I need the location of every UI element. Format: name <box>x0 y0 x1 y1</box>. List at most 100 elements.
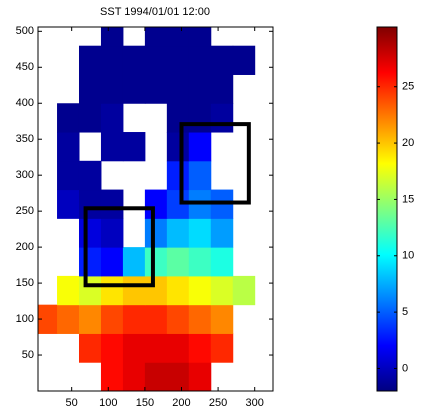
cell <box>166 74 190 104</box>
axes-frame <box>37 26 274 392</box>
cell <box>78 247 102 277</box>
cell <box>122 362 146 391</box>
cell <box>188 132 212 162</box>
cell <box>100 304 124 334</box>
cell <box>144 247 168 277</box>
chart-title: SST 1994/01/01 12:00 <box>100 6 210 18</box>
cell <box>122 74 146 104</box>
cell <box>188 160 212 191</box>
cell <box>144 333 168 363</box>
cell <box>100 333 124 363</box>
cell <box>188 103 212 133</box>
cell <box>144 189 168 219</box>
cell <box>144 74 168 104</box>
cell <box>100 218 124 248</box>
cell <box>38 304 58 334</box>
cell <box>78 218 102 248</box>
y-tick-label: 450 <box>16 61 34 73</box>
cell <box>144 27 168 47</box>
cell <box>100 247 124 277</box>
cell <box>100 74 124 104</box>
cell <box>166 247 190 277</box>
cell <box>57 160 80 191</box>
cell <box>78 333 102 363</box>
cell <box>100 189 124 219</box>
cell <box>166 304 190 334</box>
cell <box>188 247 212 277</box>
cell <box>166 132 190 162</box>
cell <box>210 247 234 277</box>
cell <box>166 362 190 391</box>
cell <box>188 362 212 391</box>
cell <box>210 74 234 104</box>
cell <box>166 103 190 133</box>
cell <box>122 304 146 334</box>
colorbar-tick-label: 0 <box>402 362 408 374</box>
region-box <box>83 206 155 288</box>
cell <box>78 189 102 219</box>
y-tick-label: 400 <box>16 97 34 109</box>
cell <box>188 218 212 248</box>
cell <box>78 74 102 104</box>
cell <box>100 275 124 306</box>
cell <box>166 45 190 75</box>
x-tick-label: 200 <box>172 397 190 409</box>
y-tick-label: 50 <box>22 349 34 361</box>
cell <box>210 275 234 306</box>
cell <box>188 275 212 306</box>
cell <box>122 247 146 277</box>
cell <box>166 333 190 363</box>
cell <box>210 304 234 334</box>
cell <box>144 45 168 75</box>
y-tick-label: 300 <box>16 169 34 181</box>
y-tick-label: 350 <box>16 133 34 145</box>
cell <box>210 333 234 363</box>
cell <box>78 103 102 133</box>
cell <box>100 362 124 391</box>
cell <box>144 362 168 391</box>
cell <box>100 103 124 133</box>
colorbar-tick-label: 20 <box>402 137 414 149</box>
region-box <box>179 122 251 205</box>
cell <box>122 132 146 162</box>
y-tick-label: 200 <box>16 241 34 253</box>
cell <box>144 275 168 306</box>
y-tick-label: 250 <box>16 205 34 217</box>
cell <box>188 27 212 47</box>
cell <box>122 45 146 75</box>
colorbar-tick-label: 25 <box>402 81 414 93</box>
cell <box>100 27 124 47</box>
cell <box>122 275 146 306</box>
cell <box>144 218 168 248</box>
cell <box>210 218 234 248</box>
cell <box>166 275 190 306</box>
x-tick-label: 250 <box>209 397 227 409</box>
cell <box>100 45 124 75</box>
y-tick-label: 500 <box>16 25 34 37</box>
cell <box>57 132 80 162</box>
cell <box>78 275 102 306</box>
y-tick-label: 150 <box>16 277 34 289</box>
cell <box>57 304 80 334</box>
cell <box>232 45 256 75</box>
cell <box>210 103 234 133</box>
cell <box>188 304 212 334</box>
cell <box>78 45 102 75</box>
cell <box>232 275 256 306</box>
cell <box>57 189 80 219</box>
colorbar-tick-label: 10 <box>402 250 414 262</box>
cell <box>166 27 190 47</box>
cell <box>188 74 212 104</box>
cell <box>78 160 102 191</box>
cell <box>166 218 190 248</box>
cell <box>57 103 80 133</box>
cell <box>122 333 146 363</box>
cell <box>57 275 80 306</box>
colorbar <box>376 26 398 392</box>
y-tick-label: 100 <box>16 313 34 325</box>
cell <box>166 189 190 219</box>
x-tick-label: 150 <box>136 397 154 409</box>
cell <box>100 132 124 162</box>
cell <box>188 333 212 363</box>
